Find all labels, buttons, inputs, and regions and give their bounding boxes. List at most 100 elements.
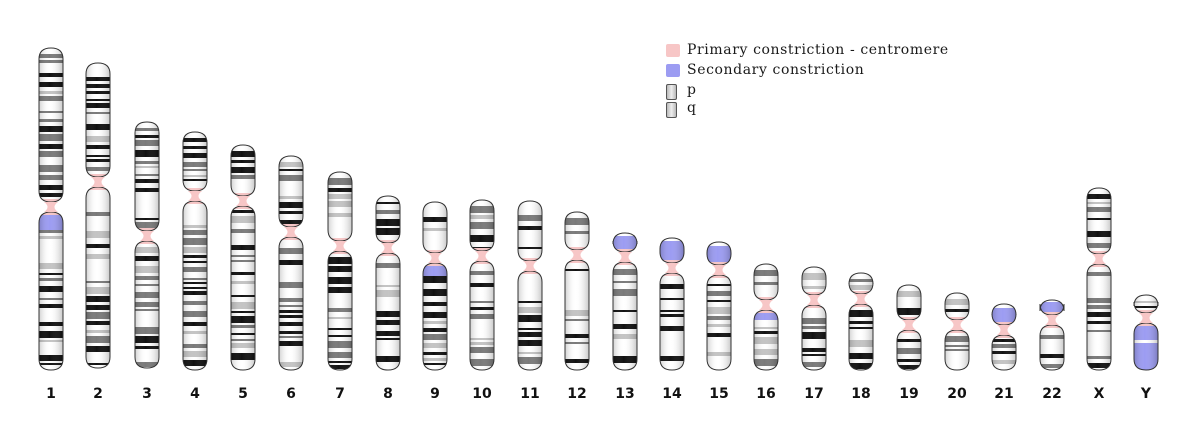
chromosome-11: 11 — [517, 200, 543, 402]
chromosome-label: 21 — [994, 386, 1013, 402]
chromosome-label: 12 — [567, 386, 586, 402]
q-arm — [85, 186, 111, 369]
chromosome-label: 16 — [756, 386, 775, 402]
chromosome-10: 10 — [469, 199, 495, 402]
chromosome-9: 9 — [422, 201, 448, 402]
chromosome-7: 7 — [327, 171, 353, 402]
chromosome-label: 17 — [804, 386, 823, 402]
q-arm — [422, 262, 448, 371]
q-arm — [753, 309, 779, 371]
q-arm — [469, 260, 495, 371]
p-arm — [134, 121, 160, 232]
chromosome-16: 16 — [753, 263, 779, 402]
q-arm — [659, 272, 685, 371]
chromosome-y: Y — [1133, 294, 1159, 402]
legend-label: p — [687, 82, 697, 98]
p-arm — [1086, 187, 1112, 255]
chromosome-label: X — [1094, 386, 1105, 402]
chromosome-15: 15 — [706, 241, 732, 402]
pink-square-icon — [666, 44, 680, 57]
chromosome-label: 3 — [142, 386, 152, 402]
q-arm — [1039, 324, 1065, 371]
q-arm — [1086, 263, 1112, 371]
p-arm — [753, 263, 779, 301]
chromosome-arm-icon — [666, 102, 677, 118]
chromosome-label: 1 — [46, 386, 56, 402]
q-arm — [896, 329, 922, 371]
q-arm — [991, 334, 1017, 371]
p-arm — [564, 211, 590, 251]
chromosome-2: 2 — [85, 62, 111, 402]
chromosome-label: 5 — [238, 386, 248, 402]
chromosome-label: 4 — [190, 386, 200, 402]
chromosome-22: 22 — [1039, 299, 1065, 402]
chromosome-14: 14 — [659, 237, 685, 402]
p-arm — [1133, 294, 1159, 314]
q-arm — [848, 303, 874, 371]
chromosome-17: 17 — [801, 266, 827, 402]
legend-label: Secondary constriction — [687, 62, 865, 78]
chromosome-label: 8 — [383, 386, 393, 402]
chromosome-6: 6 — [278, 155, 304, 402]
chromosome-21: 21 — [991, 303, 1017, 402]
p-arm — [801, 266, 827, 296]
blue-square-icon — [666, 64, 680, 77]
chromosome-label: 6 — [286, 386, 296, 402]
q-arm — [517, 270, 543, 371]
p-arm — [230, 144, 256, 197]
chromosome-label: 20 — [947, 386, 967, 402]
q-arm — [278, 236, 304, 371]
p-arm — [612, 232, 638, 253]
p-arm — [278, 155, 304, 228]
p-arm — [1039, 299, 1065, 316]
chromosome-8: 8 — [375, 195, 401, 402]
chromosome-label: 15 — [709, 386, 728, 402]
p-arm — [896, 284, 922, 321]
q-arm — [612, 261, 638, 371]
chromosome-label: 7 — [335, 386, 345, 402]
chromosome-label: 2 — [93, 386, 103, 402]
q-arm — [564, 259, 590, 371]
p-arm — [85, 62, 111, 178]
legend-label: q — [687, 100, 697, 116]
p-arm — [327, 171, 353, 242]
chromosome-18: 18 — [848, 272, 874, 402]
legend-label: Primary constriction - centromere — [687, 42, 949, 58]
p-arm — [517, 200, 543, 262]
p-arm — [848, 272, 874, 295]
q-arm — [38, 211, 64, 371]
chromosome-5: 5 — [230, 144, 256, 402]
legend: Primary constriction - centromere Second… — [666, 42, 996, 127]
chromosome-3: 3 — [134, 121, 160, 402]
q-arm — [327, 250, 353, 371]
chromosome-label: 13 — [615, 386, 634, 402]
q-arm — [801, 304, 827, 371]
chromosome-4: 4 — [182, 131, 208, 402]
q-arm — [1133, 322, 1159, 371]
q-arm — [706, 274, 732, 371]
p-arm — [375, 195, 401, 244]
p-arm — [469, 199, 495, 252]
q-arm — [944, 329, 970, 371]
chromosome-label: 10 — [472, 386, 492, 402]
chromosome-label: 18 — [851, 386, 870, 402]
p-arm — [991, 303, 1017, 326]
p-arm — [422, 201, 448, 254]
chromosome-x: X — [1086, 187, 1112, 402]
chromosome-label: 22 — [1042, 386, 1061, 402]
p-arm — [182, 131, 208, 192]
chromosome-label: 19 — [899, 386, 918, 402]
q-arm — [182, 200, 208, 371]
p-arm — [944, 292, 970, 321]
q-arm — [375, 252, 401, 371]
p-arm — [706, 241, 732, 266]
q-arm — [134, 240, 160, 369]
p-arm — [659, 237, 685, 264]
p-arm — [38, 47, 64, 203]
chromosome-label: Y — [1140, 386, 1152, 402]
chromosome-13: 13 — [612, 232, 638, 402]
chromosome-label: 11 — [520, 386, 539, 402]
chromosome-1: 1 — [38, 47, 64, 402]
